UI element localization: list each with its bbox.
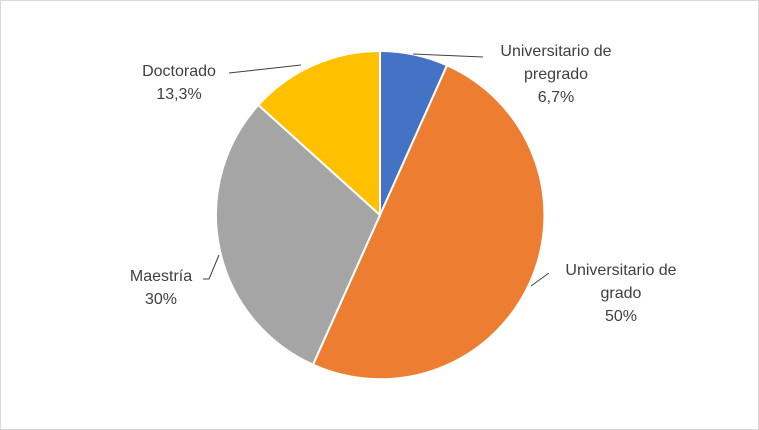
data-label-value: 30% <box>145 291 177 308</box>
data-label-category: Doctorado <box>142 63 216 80</box>
data-label-category: Universitario de <box>565 262 676 279</box>
data-label-4: Doctorado 13,3% <box>142 63 216 103</box>
pie-slice-2 <box>311 63 546 381</box>
leader-line-2 <box>530 272 550 287</box>
data-label-category: pregrado <box>524 66 588 83</box>
pie-slice-4 <box>256 49 381 218</box>
leader-line-4 <box>228 64 302 74</box>
leader-line-1 <box>412 53 484 58</box>
data-label-category: grado <box>601 285 642 302</box>
data-label-category: Universitario de <box>500 43 611 60</box>
data-label-3: Maestría 30% <box>130 268 192 308</box>
data-label-value: 6,7% <box>538 89 574 106</box>
data-label-2: Universitario de grado 50% <box>565 262 676 325</box>
data-label-category: Maestría <box>130 268 192 285</box>
leader-line-3 <box>203 254 220 280</box>
pie-slice-3 <box>215 103 382 367</box>
data-label-value: 13,3% <box>156 86 201 103</box>
data-label-1: Universitario de pregrado 6,7% <box>500 43 611 106</box>
data-labels: Universitario de pregrado 6,7%Universitari… <box>130 43 677 325</box>
data-label-value: 50% <box>605 308 637 325</box>
pie-slices <box>215 49 546 381</box>
leader-lines <box>203 53 550 287</box>
